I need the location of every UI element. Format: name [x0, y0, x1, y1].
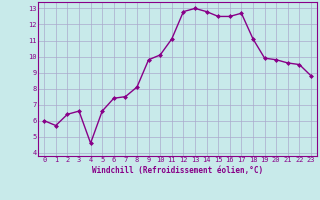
X-axis label: Windchill (Refroidissement éolien,°C): Windchill (Refroidissement éolien,°C): [92, 166, 263, 175]
